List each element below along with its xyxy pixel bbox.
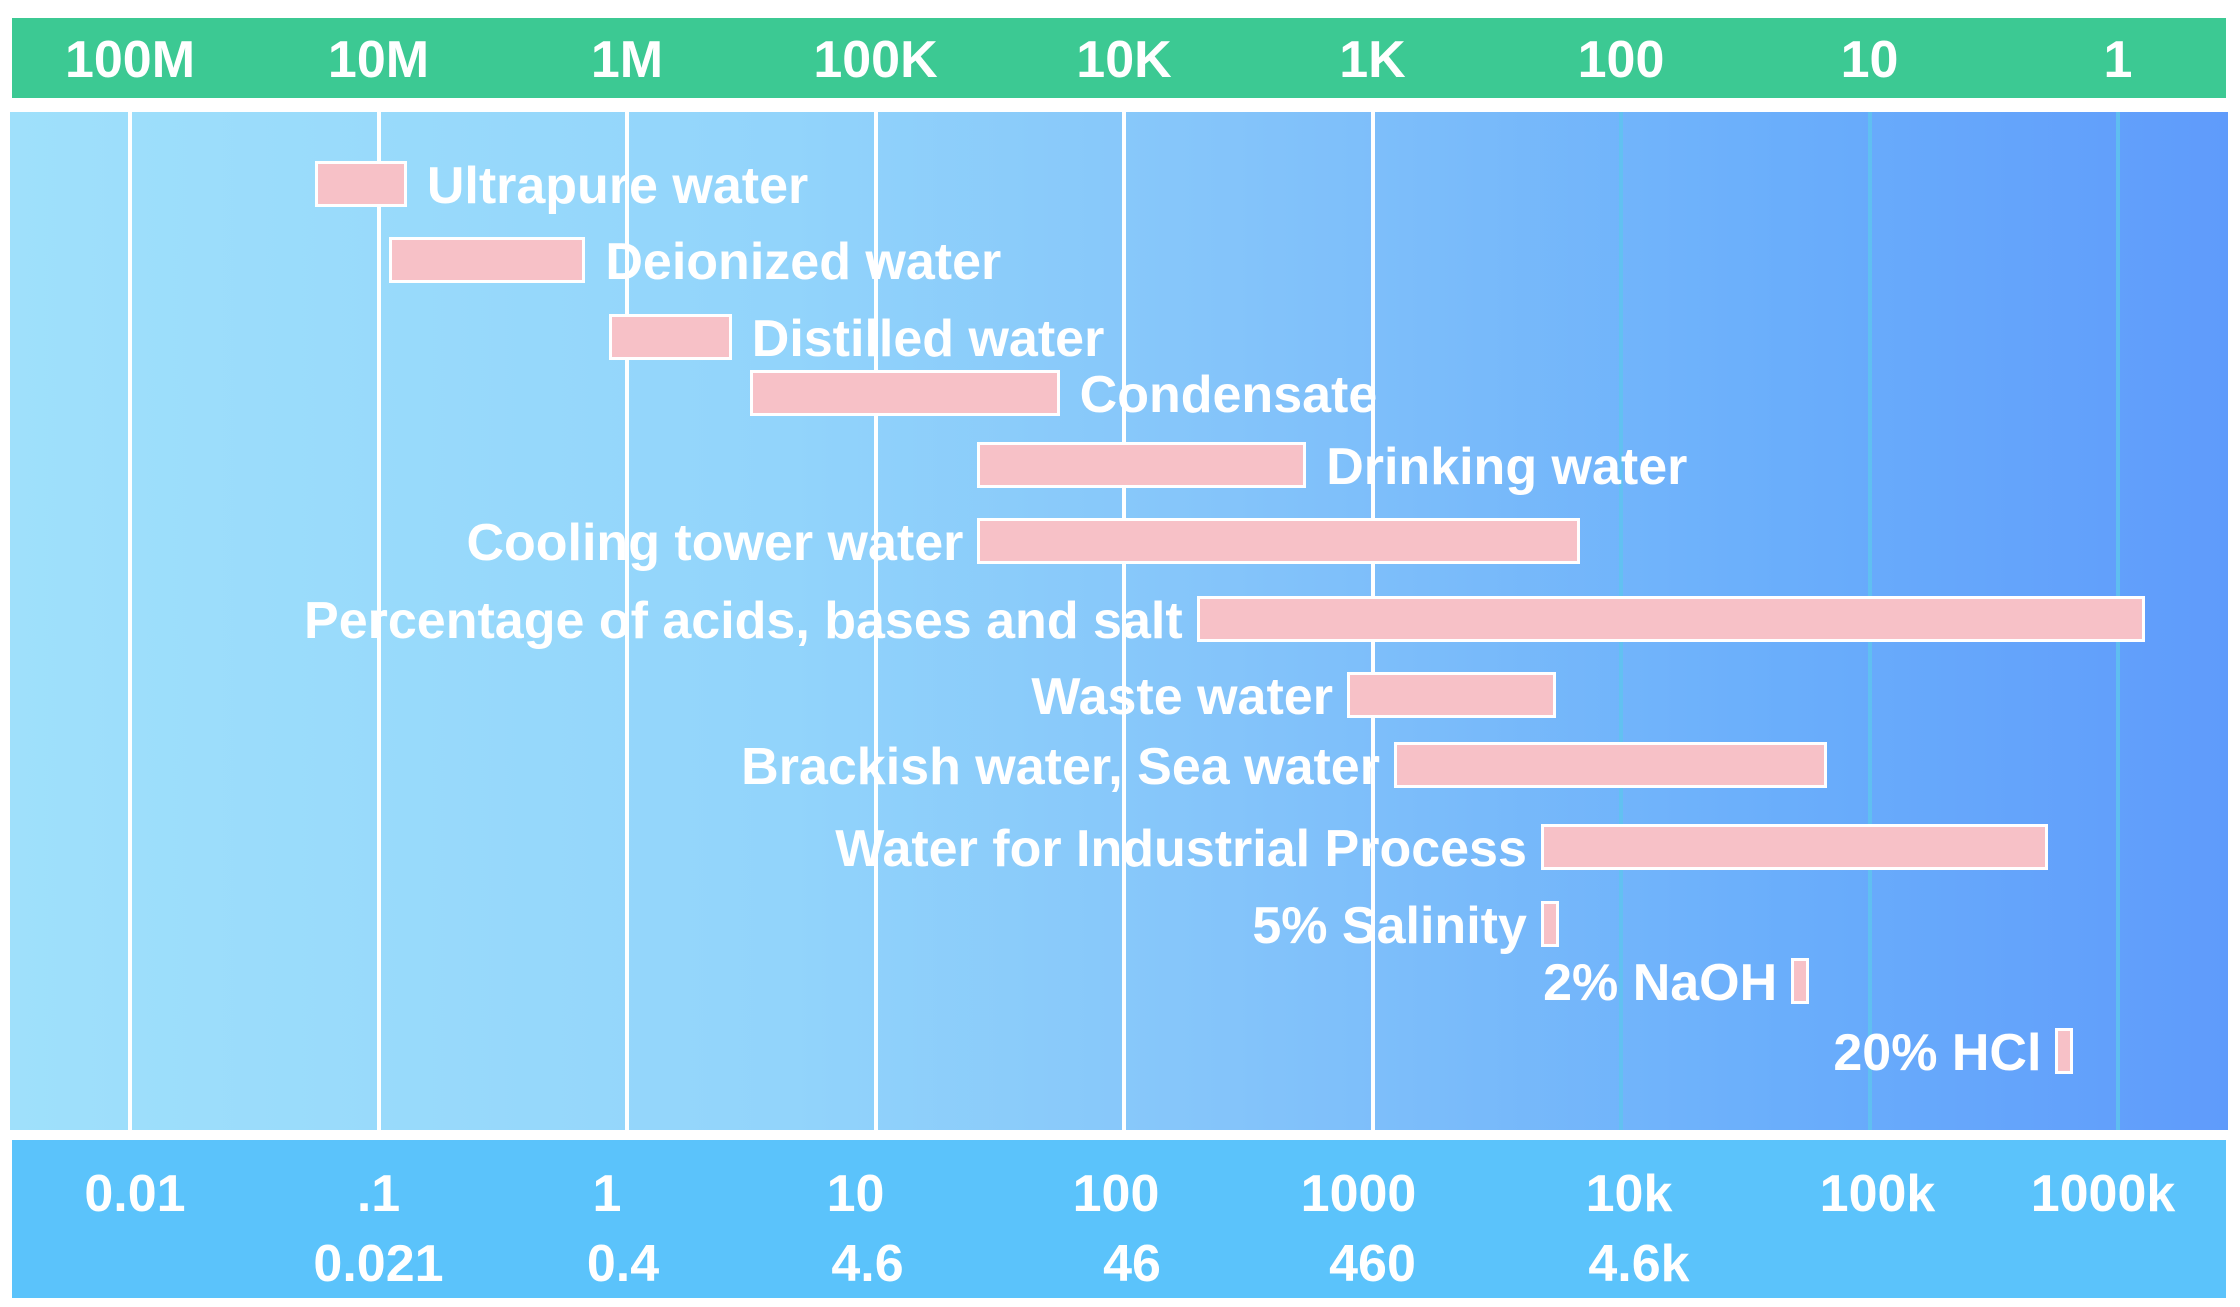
gridline <box>625 112 629 1130</box>
top-tick-label: 1 <box>2103 31 2133 89</box>
gridline <box>128 112 132 1130</box>
bar-label: Percentage of acids, bases and salt <box>304 592 1183 650</box>
range-bar <box>1393 742 1828 788</box>
range-bar <box>2055 1028 2074 1074</box>
top-tick-label: 10M <box>327 31 430 89</box>
top-tick-label: 100K <box>813 31 938 89</box>
top-tick-label: 10 <box>1840 31 1899 89</box>
bar-label: Deionized water <box>605 233 1002 291</box>
bottom-secondary-tick-label: 460 <box>1329 1235 1416 1293</box>
bottom-secondary-tick-label: 46 <box>1103 1235 1161 1293</box>
range-bar <box>1791 958 1810 1004</box>
bar-label: Condensate <box>1079 366 1378 424</box>
range-bar <box>1196 596 2145 642</box>
bottom-secondary-tick-label: 0.021 <box>313 1235 444 1293</box>
bottom-tick-label: .1 <box>356 1165 401 1223</box>
bottom-secondary-tick-label: 4.6 <box>831 1235 904 1293</box>
bottom-tick-label: 100k <box>1819 1165 1936 1223</box>
bottom-tick-label: 10 <box>826 1165 885 1223</box>
range-bar <box>1346 672 1556 718</box>
range-bar <box>750 370 1060 416</box>
bar-label: Cooling tower water <box>466 514 964 572</box>
range-bar <box>388 237 586 283</box>
top-tick-label: 1K <box>1339 31 1406 89</box>
bottom-secondary-tick-label: 0.4 <box>586 1235 660 1293</box>
bottom-tick-label: 10k <box>1585 1165 1673 1223</box>
bar-label: Water for Industrial Process <box>835 820 1527 878</box>
top-tick-label: 10K <box>1076 31 1172 89</box>
range-bar <box>977 518 1580 564</box>
bottom-secondary-tick-label: 4.6k <box>1588 1235 1690 1293</box>
bar-label: 2% NaOH <box>1543 954 1778 1012</box>
bar-label: Distilled water <box>751 310 1105 368</box>
top-tick-label: 100 <box>1577 31 1665 89</box>
gridline <box>873 112 878 1130</box>
top-tick-label: 1M <box>590 31 664 89</box>
bar-label: Waste water <box>1031 668 1333 726</box>
bar-label: Drinking water <box>1326 438 1688 496</box>
bottom-tick-label: 100 <box>1072 1165 1160 1223</box>
range-bar <box>609 314 732 360</box>
bottom-tick-label: 1000k <box>2030 1165 2176 1223</box>
gridline <box>376 112 381 1130</box>
range-bar <box>1540 901 1559 947</box>
bar-label: Brackish water, Sea water <box>741 738 1380 796</box>
bottom-tick-label: 1000 <box>1300 1165 1417 1223</box>
top-axis-band <box>12 18 2226 98</box>
range-bar <box>315 161 407 207</box>
bar-label: 5% Salinity <box>1252 897 1527 955</box>
bar-label: Ultrapure water <box>426 157 809 215</box>
bottom-tick-label: 1 <box>592 1165 622 1223</box>
top-tick-label: 100M <box>64 31 196 89</box>
bottom-axis-band <box>12 1140 2226 1298</box>
gridline <box>1122 112 1126 1130</box>
bar-label: 20% HCl <box>1833 1024 2042 1082</box>
range-bar <box>977 442 1307 488</box>
range-bar <box>1540 824 2049 870</box>
bottom-tick-label: 0.01 <box>84 1165 186 1223</box>
